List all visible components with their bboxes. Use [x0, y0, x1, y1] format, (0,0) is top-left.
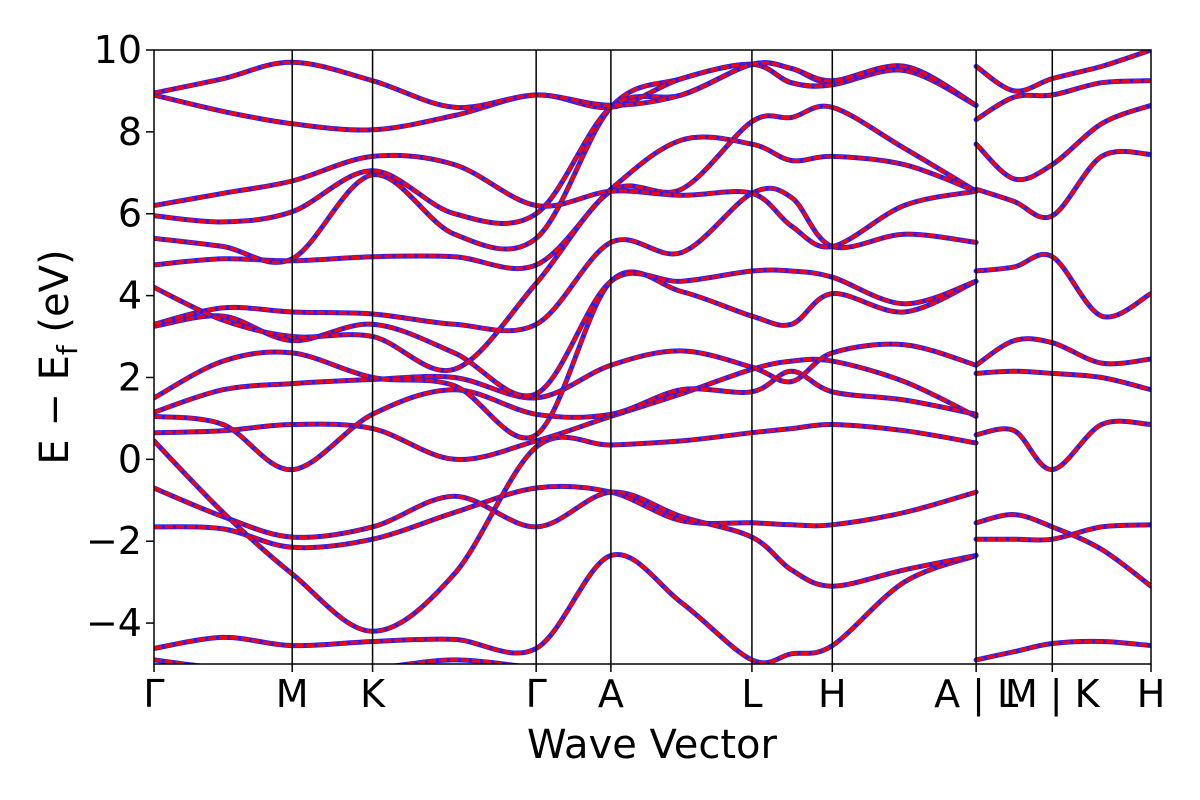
band-line-dft — [973, 252, 1151, 320]
band-line-dft — [154, 552, 979, 664]
band-band8 — [154, 269, 979, 441]
band-line-dft — [973, 148, 1151, 221]
x-tick-label: H — [818, 672, 847, 716]
band-line-dft — [154, 485, 979, 589]
band-band24 — [973, 336, 1151, 368]
band-line-interpolated — [975, 252, 1151, 319]
band-band25 — [973, 252, 1151, 320]
band-line-dft — [154, 356, 979, 462]
band-line-dft — [973, 368, 1151, 393]
band-line-interpolated — [975, 639, 1151, 662]
band-line-interpolated — [154, 658, 519, 664]
band-band13 — [154, 61, 979, 265]
band-line-dft — [973, 50, 1151, 94]
band-band5 — [154, 356, 979, 462]
band-band1 — [154, 552, 979, 664]
y-tick-label: 6 — [118, 192, 142, 236]
plot-frame — [153, 49, 1152, 665]
band-band29 — [973, 50, 1151, 94]
band-band23 — [973, 368, 1151, 393]
y-axis-title: E − Ef (eV) — [32, 249, 84, 464]
x-tick-label: H — [1137, 672, 1166, 716]
y-axis-title-main: E − E — [32, 355, 78, 465]
band-band3 — [154, 485, 979, 589]
band-line-dft — [154, 61, 979, 265]
kpoint-vlines — [291, 50, 1054, 664]
x-tick-label: L — [741, 672, 762, 716]
bands-layer — [154, 50, 1151, 664]
x-axis-ticks: Γ M K Γ A L H A | LM | K H — [143, 664, 1165, 717]
y-tick-label: 0 — [118, 437, 142, 481]
band-band18 — [154, 657, 524, 664]
y-tick-label: 4 — [118, 274, 142, 318]
band-line-interpolated — [154, 270, 977, 440]
y-tick-label: −4 — [86, 601, 142, 645]
y-axis-title-unit: (eV) — [32, 249, 78, 345]
x-tick-label: A — [598, 672, 624, 716]
y-tick-label: −2 — [86, 519, 142, 563]
x-tick-label: Γ — [143, 672, 164, 716]
x-tick-label: K — [360, 672, 386, 716]
x-axis-title: Wave Vector — [527, 722, 778, 768]
band-line-interpolated — [976, 523, 1151, 542]
band-line-interpolated — [154, 268, 977, 398]
band-line-interpolated — [154, 357, 977, 462]
x-tick-label: Γ — [526, 672, 547, 716]
band-band27 — [973, 102, 1151, 183]
band-line-dft — [154, 152, 979, 250]
y-tick-label: 8 — [118, 110, 142, 154]
band-line-interpolated — [154, 369, 977, 472]
y-tick-label: 10 — [94, 28, 142, 72]
y-axis-ticks: −4 −2 0 2 4 6 8 10 — [86, 28, 154, 645]
x-tick-label: M — [276, 672, 309, 716]
band-line-interpolated — [975, 336, 1151, 367]
x-tick-label: M | K — [1005, 672, 1101, 717]
y-tick-label: 2 — [118, 355, 142, 399]
band-line-interpolated — [975, 369, 1151, 392]
band-band26 — [973, 148, 1151, 221]
band-band22 — [973, 418, 1151, 473]
band-band9 — [154, 267, 979, 399]
band-line-interpolated — [154, 422, 977, 634]
band-band4 — [154, 421, 979, 634]
band-band19 — [973, 638, 1151, 663]
band-band15 — [154, 152, 979, 250]
y-axis-title-subscript: f — [51, 344, 84, 355]
band-line-interpolated — [154, 62, 977, 265]
x-tick-label: A | L — [934, 672, 1018, 717]
band-line-dft — [973, 102, 1151, 183]
band-line-dft — [154, 421, 979, 634]
